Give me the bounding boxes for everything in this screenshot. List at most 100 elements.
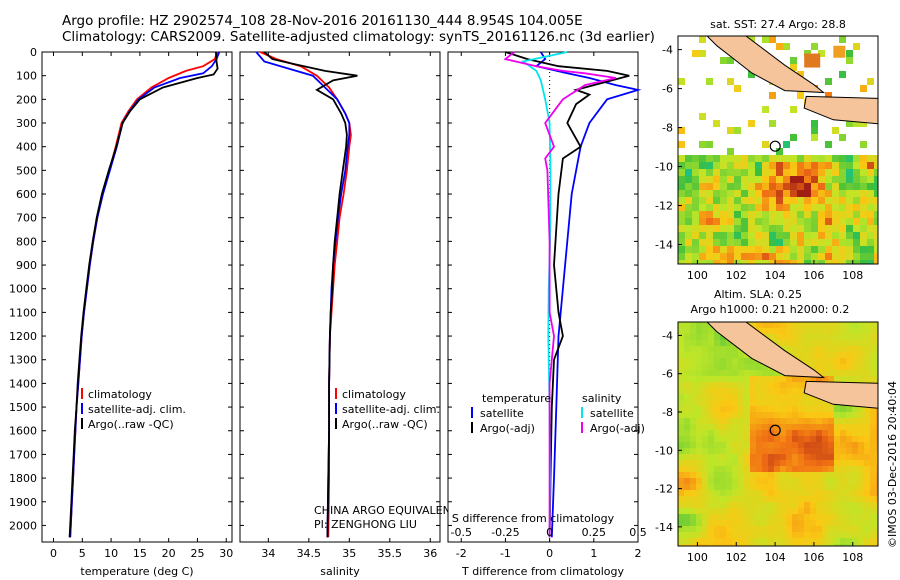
map-cell xyxy=(727,239,734,246)
map-cell xyxy=(780,538,786,544)
map-cell xyxy=(853,162,860,169)
map-cell xyxy=(876,376,878,382)
map-cell xyxy=(738,418,744,424)
map-cell xyxy=(690,370,696,376)
map-cell xyxy=(738,394,744,400)
map-cell xyxy=(678,466,684,472)
map-cell xyxy=(678,460,684,466)
map-cell xyxy=(780,322,786,328)
map-cell xyxy=(828,328,834,334)
map-cell xyxy=(768,412,774,418)
map-cell xyxy=(867,253,874,260)
map-cell xyxy=(822,412,828,418)
map-cell xyxy=(678,472,684,478)
map-cell xyxy=(714,370,720,376)
map-cell xyxy=(874,169,878,176)
legend-label: satellite-adj. clim. xyxy=(342,403,440,416)
top-axis-label: S difference from climatology xyxy=(452,512,615,525)
map-cell xyxy=(762,260,769,264)
map-cell xyxy=(834,322,840,328)
map-cell xyxy=(738,352,744,358)
map-cell xyxy=(792,424,798,430)
map-cell xyxy=(864,358,870,364)
map-cell xyxy=(756,406,762,412)
map-cell xyxy=(678,190,685,197)
y-tick-label: 400 xyxy=(16,141,37,154)
map-cell xyxy=(750,526,756,532)
map-cell xyxy=(804,412,810,418)
map-cell xyxy=(692,155,699,162)
map-cell xyxy=(708,544,714,546)
map-cell xyxy=(780,394,786,400)
map-cell xyxy=(797,169,804,176)
map-cell xyxy=(846,544,852,546)
map-cell xyxy=(864,526,870,532)
map-cell xyxy=(774,448,780,454)
map-cell xyxy=(776,225,783,232)
map-cell xyxy=(804,358,810,364)
map-cell xyxy=(696,394,702,400)
map-cell xyxy=(714,346,720,352)
map-cell xyxy=(816,412,822,418)
map-cell xyxy=(876,358,878,364)
map-cell xyxy=(744,382,750,388)
map-cell xyxy=(822,526,828,532)
map-cell xyxy=(769,211,776,218)
map-cell xyxy=(692,204,699,211)
map-cell xyxy=(696,448,702,454)
map-cell xyxy=(804,502,810,508)
map-cell xyxy=(822,454,828,460)
map-cell xyxy=(804,246,811,253)
map-cell xyxy=(774,490,780,496)
map-cell xyxy=(690,334,696,340)
map-cell xyxy=(750,538,756,544)
map-cell xyxy=(804,424,810,430)
map-cell xyxy=(708,514,714,520)
map-cell xyxy=(768,526,774,532)
map-cell xyxy=(828,370,834,376)
map-cell xyxy=(714,406,720,412)
map-cell xyxy=(846,162,853,169)
map-cell xyxy=(870,478,876,484)
map-cell xyxy=(804,532,810,538)
map-cell xyxy=(748,36,755,43)
map-cell xyxy=(840,532,846,538)
map-cell xyxy=(810,424,816,430)
map-cell xyxy=(811,232,818,239)
map-cell xyxy=(825,78,832,85)
map-cell xyxy=(690,502,696,508)
map-cell xyxy=(696,466,702,472)
map-cell xyxy=(744,460,750,466)
map-cell xyxy=(804,544,810,546)
y-tick-label: 1500 xyxy=(9,401,37,414)
map-cell xyxy=(774,532,780,538)
map-cell xyxy=(816,376,822,382)
map-cell xyxy=(684,334,690,340)
map-cell xyxy=(744,406,750,412)
map-cell xyxy=(846,322,852,328)
map-cell xyxy=(846,232,853,239)
map-cell xyxy=(756,526,762,532)
map-cell xyxy=(774,430,780,436)
map-cell xyxy=(762,197,769,204)
map-cell xyxy=(786,448,792,454)
map-cell xyxy=(684,376,690,382)
map-cell xyxy=(852,328,858,334)
map-cell xyxy=(840,484,846,490)
map-cell xyxy=(864,460,870,466)
map-cell xyxy=(870,490,876,496)
map-cell xyxy=(726,388,732,394)
map-cell xyxy=(684,418,690,424)
map-cell xyxy=(727,127,734,134)
map-cell xyxy=(726,472,732,478)
map-cell xyxy=(684,400,690,406)
map-cell xyxy=(867,78,874,85)
map-cell xyxy=(690,358,696,364)
map-cell xyxy=(832,260,839,264)
map-cell xyxy=(870,532,876,538)
map-cell xyxy=(780,508,786,514)
map-cell xyxy=(846,155,853,162)
map-cell xyxy=(678,406,684,412)
map-cell xyxy=(756,538,762,544)
